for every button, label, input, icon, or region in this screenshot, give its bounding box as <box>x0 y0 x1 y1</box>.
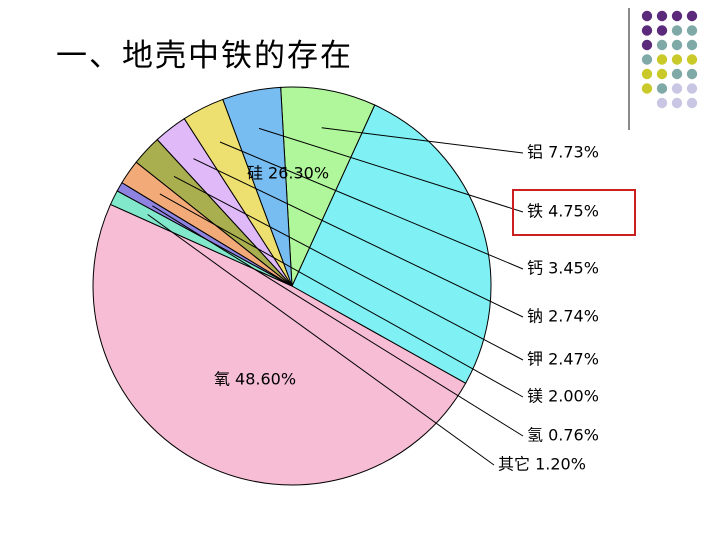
leader-line <box>173 175 524 361</box>
decorative-dot <box>656 97 668 109</box>
slice-label: 钙 3.45% <box>527 259 599 278</box>
leader-line <box>193 158 524 318</box>
decorative-dot <box>656 54 668 65</box>
decorative-dot <box>686 39 698 51</box>
slice-label: 镁 2.00% <box>527 387 599 406</box>
decorative-dot <box>656 25 668 36</box>
decorative-dot <box>671 97 683 109</box>
slice-label: 氢 0.76% <box>527 426 599 445</box>
decorative-dot <box>671 83 683 94</box>
leader-line <box>159 193 524 398</box>
pie-slice <box>109 190 293 287</box>
pie-slice <box>280 86 376 287</box>
decorative-dot <box>686 25 698 36</box>
pie-slice <box>92 203 467 486</box>
decorative-dot-grid <box>641 10 698 109</box>
decorative-dot <box>671 10 683 22</box>
decorative-dot <box>686 10 698 22</box>
slice-label: 铝 7.73% <box>527 143 599 162</box>
decorative-dot <box>641 83 653 94</box>
iron-highlight-box <box>512 189 636 236</box>
leader-line <box>219 141 524 270</box>
slice-label: 氧 48.60% <box>214 370 296 389</box>
decorative-dot <box>641 25 653 36</box>
decorative-dot <box>686 68 698 80</box>
decorative-dot <box>671 68 683 80</box>
leader-line <box>258 127 524 213</box>
slice-label: 铁 4.75% <box>527 202 599 221</box>
decorative-dot <box>656 68 668 80</box>
leader-line <box>321 127 524 154</box>
decorative-dot <box>641 39 653 51</box>
slice-label: 硅 26.30% <box>247 164 329 183</box>
decorative-dot <box>671 54 683 65</box>
decorative-dot <box>641 68 653 80</box>
decorative-dot <box>656 83 668 94</box>
slice-label: 钠 2.74% <box>527 307 599 326</box>
pie-slice <box>291 104 492 384</box>
decorative-dot <box>656 39 668 51</box>
decorative-divider-line <box>628 8 630 130</box>
decorative-dot <box>641 54 653 65</box>
decorative-dot <box>656 10 668 22</box>
decorative-dot <box>641 10 653 22</box>
decorative-dot <box>686 54 698 65</box>
leader-line <box>152 205 524 437</box>
decorative-dot <box>686 83 698 94</box>
decorative-dot <box>686 97 698 109</box>
leader-line <box>147 214 495 466</box>
decorative-dot <box>671 39 683 51</box>
slide-title: 一、地壳中铁的存在 <box>56 38 353 74</box>
slice-label: 其它 1.20% <box>498 455 586 474</box>
slice-label: 钾 2.47% <box>527 350 599 369</box>
decorative-dot <box>671 25 683 36</box>
